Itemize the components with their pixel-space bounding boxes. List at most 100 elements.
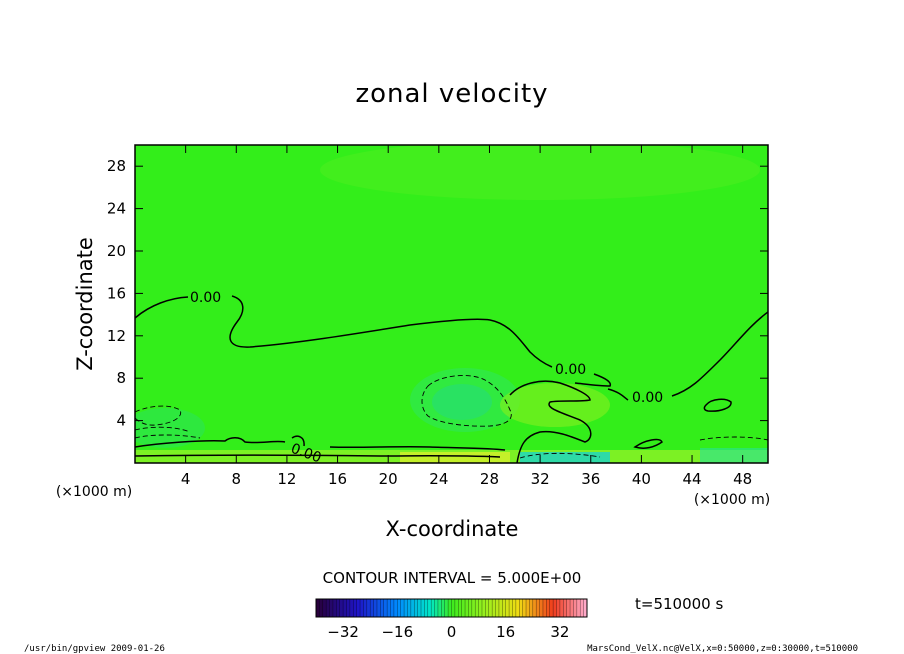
time-label: t=510000 s	[635, 595, 723, 613]
colorbar-cell	[434, 599, 439, 617]
shade-positive-region	[500, 383, 610, 427]
colorbar-tick-label: 32	[550, 623, 569, 641]
colorbar-cell	[339, 599, 344, 617]
colorbar-cell	[441, 599, 446, 617]
colorbar-cell	[454, 599, 459, 617]
colorbar-cell	[319, 599, 324, 617]
x-axis-label: X-coordinate	[386, 517, 519, 541]
colorbar-cell	[370, 599, 375, 617]
x-tick-label: 48	[733, 470, 752, 488]
contour-lower-left	[135, 435, 506, 451]
y-tick-label: 24	[107, 200, 126, 218]
y-axis-unit: (×1000 m)	[56, 484, 132, 500]
contour-surface	[135, 454, 501, 458]
y-tick-label: 16	[107, 284, 126, 302]
colorbar-cell	[431, 599, 436, 617]
colorbar-cell	[437, 599, 442, 617]
colorbar-cell	[400, 599, 405, 617]
footer-left: /usr/bin/gpview 2009-01-26	[24, 644, 165, 654]
footer-right: MarsCond_VelX.nc@VelX,x=0:50000,z=0:3000…	[587, 644, 858, 654]
contour-negative-core	[421, 375, 512, 427]
shade-surface-strong	[400, 452, 510, 463]
colorbar-cell	[387, 599, 392, 617]
x-tick-label: 4	[181, 470, 191, 488]
x-tick-label: 16	[328, 470, 347, 488]
colorbar-cell	[553, 599, 558, 617]
x-tick-label: 12	[277, 470, 296, 488]
colorbar-cell	[424, 599, 429, 617]
colorbar-cell	[353, 599, 358, 617]
x-tick-label: 28	[480, 470, 499, 488]
colorbar-cell	[566, 599, 571, 617]
colorbar-cell	[559, 599, 564, 617]
colorbar-cell	[529, 599, 534, 617]
colorbar-cell	[539, 599, 544, 617]
colorbar-cell	[498, 599, 503, 617]
colorbar-cell	[481, 599, 486, 617]
colorbar	[315, 599, 588, 617]
contour-loop-right	[703, 398, 732, 412]
contour-label: 0.00	[555, 362, 586, 378]
x-tick-label: 20	[379, 470, 398, 488]
colorbar-cell	[366, 599, 371, 617]
colorbar-cell	[563, 599, 568, 617]
colorbar-cell	[475, 599, 480, 617]
colorbar-cell	[492, 599, 497, 617]
shade-negative-core-inner	[432, 384, 492, 420]
colorbar-cell	[556, 599, 561, 617]
colorbar-cell	[468, 599, 473, 617]
colorbar-cell	[373, 599, 378, 617]
contour-zero-upper	[135, 295, 612, 387]
contour-negative-left-2	[135, 426, 201, 439]
colorbar-cell	[380, 599, 385, 617]
y-axis-label: Z-coordinate	[73, 237, 97, 371]
colorbar-cell	[573, 599, 578, 617]
colorbar-cell	[495, 599, 500, 617]
colorbar-cell	[376, 599, 381, 617]
contour-lines	[135, 295, 768, 463]
x-tick-label: 8	[232, 470, 242, 488]
colorbar-cell	[349, 599, 354, 617]
colorbar-cell	[397, 599, 402, 617]
colorbar-ticks: −32 −16 0 16 32	[327, 623, 569, 641]
colorbar-cell	[519, 599, 524, 617]
colorbar-cell	[471, 599, 476, 617]
colorbar-cell	[343, 599, 347, 617]
colorbar-cell	[444, 599, 449, 617]
colorbar-cell	[410, 599, 415, 617]
colorbar-cell	[536, 599, 541, 617]
y-tick-label: 12	[107, 327, 126, 345]
y-axis: 4 8 12 16 20 24 28	[107, 157, 768, 430]
y-tick-label: 20	[107, 242, 126, 260]
colorbar-cell	[326, 599, 331, 617]
colorbar-cell	[461, 599, 466, 617]
y-tick-label: 8	[116, 369, 126, 387]
contour-label: 0.00	[190, 290, 221, 306]
colorbar-cell	[515, 599, 520, 617]
colorbar-cell	[522, 599, 527, 617]
colorbar-tick-label: −16	[381, 623, 413, 641]
colorbar-cell	[329, 599, 334, 617]
colorbar-cell	[488, 599, 493, 617]
colorbar-cell	[336, 599, 341, 617]
x-axis: 4 8 12 16 20 24 28 32 36 40 44 48	[181, 145, 752, 488]
colorbar-cell	[580, 599, 585, 617]
colorbar-cell	[360, 599, 364, 617]
contour-negative-surface	[519, 436, 768, 459]
colorbar-cell	[451, 599, 456, 617]
colorbar-cell	[417, 599, 422, 617]
shade-upper-band	[320, 145, 760, 200]
colorbar-cell	[356, 599, 361, 617]
x-axis-unit: (×1000 m)	[694, 492, 770, 508]
chart-title: zonal velocity	[355, 79, 548, 109]
contour-dashed	[135, 375, 768, 459]
field-shading	[135, 145, 768, 463]
y-tick-label: 4	[116, 412, 126, 430]
colorbar-cell	[509, 599, 513, 617]
colorbar-cell	[363, 599, 368, 617]
colorbar-cell	[390, 599, 395, 617]
colorbar-cell	[407, 599, 412, 617]
colorbar-cell	[465, 599, 469, 617]
contour-zero-right	[671, 311, 768, 397]
